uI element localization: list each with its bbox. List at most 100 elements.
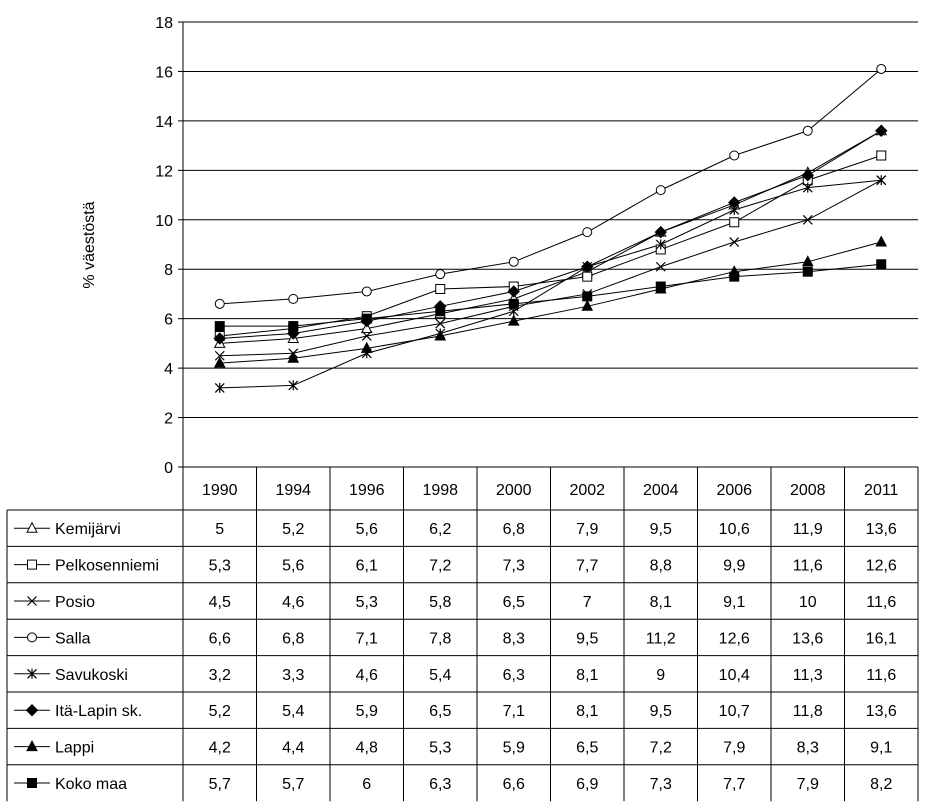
table-cell-savukoski-2004: 9 bbox=[656, 667, 665, 684]
table-cell-posio-1994: 4,6 bbox=[282, 594, 304, 611]
point-itä-lapin-sk-2004 bbox=[654, 225, 667, 239]
y-tick-label-10: 10 bbox=[155, 213, 173, 230]
x-tick-label-2000: 2000 bbox=[496, 482, 532, 499]
point-savukoski-2008 bbox=[802, 182, 813, 193]
y-axis-label: % väestöstä bbox=[81, 201, 98, 288]
x-tick-label-1998: 1998 bbox=[422, 482, 458, 499]
point-itä-lapin-sk-2002 bbox=[581, 260, 594, 273]
table-cell-salla-2000: 8,3 bbox=[503, 630, 525, 647]
point-salla-2002 bbox=[582, 227, 593, 238]
point-lappi-2008 bbox=[801, 255, 814, 267]
table-cell-pelkosenniemi-1996: 6,1 bbox=[356, 558, 378, 575]
point-itä-lapin-sk-2008 bbox=[801, 169, 814, 182]
series-line-lappi bbox=[219, 241, 882, 364]
gridlines bbox=[183, 21, 918, 419]
table-cell-itä-lapin-sk-2008: 11,8 bbox=[793, 703, 823, 720]
table-cell-kemijärvi-2004: 9,5 bbox=[650, 521, 672, 538]
table-cell-pelkosenniemi-2006: 9,9 bbox=[723, 558, 745, 575]
table-cell-lappi-2004: 7,2 bbox=[650, 740, 672, 757]
x-tick-label-2002: 2002 bbox=[569, 482, 605, 499]
x-tick-label-2004: 2004 bbox=[643, 482, 679, 499]
table-cell-itä-lapin-sk-2000: 7,1 bbox=[503, 703, 525, 720]
table-cell-koko-maa-1990: 5,7 bbox=[209, 776, 231, 793]
point-lappi-1998 bbox=[434, 329, 447, 341]
point-pelkosenniemi-2011 bbox=[876, 150, 887, 161]
table-cell-lappi-1990: 4,2 bbox=[209, 740, 231, 757]
table-cell-savukoski-2006: 10,4 bbox=[719, 667, 750, 684]
y-tick-label-16: 16 bbox=[155, 64, 173, 81]
point-koko-maa-2011 bbox=[876, 259, 887, 270]
table-cell-salla-1990: 6,6 bbox=[209, 630, 231, 647]
table-cell-savukoski-1996: 4,6 bbox=[356, 667, 378, 684]
table-cell-savukoski-1998: 5,4 bbox=[429, 667, 451, 684]
series-lines bbox=[219, 68, 882, 389]
table-cell-kemijärvi-2006: 10,6 bbox=[719, 521, 750, 538]
series-line-salla bbox=[219, 68, 882, 305]
y-tick-label-8: 8 bbox=[164, 262, 173, 279]
point-lappi-2000 bbox=[507, 314, 520, 326]
point-koko-maa-1994 bbox=[288, 321, 299, 332]
table-cell-koko-maa-2000: 6,6 bbox=[503, 776, 525, 793]
point-pelkosenniemi-1998 bbox=[435, 284, 446, 294]
point-lappi-2011 bbox=[875, 235, 888, 247]
table-cell-savukoski-2000: 6,3 bbox=[503, 667, 525, 684]
table-cell-pelkosenniemi-1998: 7,2 bbox=[429, 558, 451, 575]
axes: 0 2 4 6 8 10 12 14 16 18 bbox=[155, 15, 918, 477]
x-tick-label-1994: 1994 bbox=[275, 482, 311, 499]
x-tick-label-2006: 2006 bbox=[716, 482, 752, 499]
point-koko-maa-2008 bbox=[802, 266, 813, 277]
table-cell-pelkosenniemi-1990: 5,3 bbox=[209, 558, 231, 575]
point-salla-2004 bbox=[655, 185, 666, 196]
series-line-savukoski bbox=[219, 179, 882, 389]
table-cell-savukoski-2002: 8,1 bbox=[576, 667, 598, 684]
point-posio-1998 bbox=[435, 318, 446, 329]
table-cell-salla-2004: 11,2 bbox=[646, 630, 676, 647]
legend-marker-pelkosenniemi bbox=[27, 559, 37, 570]
point-salla-1996 bbox=[361, 286, 372, 297]
point-koko-maa-1998 bbox=[435, 306, 446, 317]
table-cell-pelkosenniemi-2002: 7,7 bbox=[576, 558, 598, 575]
series-line-itä-lapin-sk bbox=[219, 130, 882, 339]
legend-label-salla: Salla bbox=[55, 630, 91, 647]
table-cell-itä-lapin-sk-1998: 6,5 bbox=[429, 703, 451, 720]
series-line-koko-maa bbox=[219, 263, 882, 327]
table-cell-itä-lapin-sk-2011: 13,6 bbox=[866, 703, 897, 720]
point-kemijärvi-1996 bbox=[360, 321, 373, 334]
table-cell-kemijärvi-1996: 5,6 bbox=[356, 521, 378, 538]
point-savukoski-2011 bbox=[876, 175, 887, 186]
point-posio-1996 bbox=[361, 331, 372, 341]
table-cell-koko-maa-2006: 7,7 bbox=[723, 776, 745, 793]
table-cell-lappi-2011: 9,1 bbox=[870, 740, 892, 757]
table-cell-lappi-1994: 4,4 bbox=[282, 740, 304, 757]
legend-marker-itä-lapin-sk bbox=[25, 703, 39, 717]
table-cell-posio-2000: 6,5 bbox=[503, 594, 525, 611]
table-cell-kemijärvi-2008: 11,9 bbox=[793, 521, 823, 538]
table-cell-koko-maa-2008: 7,9 bbox=[797, 776, 819, 793]
table-cell-pelkosenniemi-1994: 5,6 bbox=[282, 558, 304, 575]
table-cell-posio-2011: 11,6 bbox=[866, 594, 896, 611]
table-cell-posio-1996: 5,3 bbox=[356, 594, 378, 611]
point-salla-2000 bbox=[508, 256, 519, 267]
point-posio-2008 bbox=[802, 214, 813, 225]
point-koko-maa-2002 bbox=[582, 291, 593, 302]
table-cell-kemijärvi-2002: 7,9 bbox=[576, 521, 598, 538]
table-cell-itä-lapin-sk-1996: 5,9 bbox=[356, 703, 378, 720]
y-tick-label-14: 14 bbox=[155, 114, 173, 131]
table-cell-lappi-2000: 5,9 bbox=[503, 740, 525, 757]
point-salla-1998 bbox=[435, 269, 446, 280]
y-tick-label-2: 2 bbox=[164, 411, 173, 428]
table-cell-lappi-1998: 5,3 bbox=[429, 740, 451, 757]
table-cell-kemijärvi-1990: 5 bbox=[215, 521, 224, 538]
point-itä-lapin-sk-1990 bbox=[213, 332, 226, 345]
table-cell-itä-lapin-sk-1994: 5,4 bbox=[282, 703, 304, 720]
table-cell-lappi-1996: 4,8 bbox=[356, 740, 378, 757]
table-cell-salla-1998: 7,8 bbox=[429, 630, 451, 647]
point-salla-2011 bbox=[876, 63, 887, 74]
point-salla-1994 bbox=[288, 293, 299, 304]
point-salla-1990 bbox=[214, 298, 225, 309]
point-savukoski-2004 bbox=[655, 239, 666, 250]
point-lappi-1996 bbox=[360, 341, 373, 353]
table-cell-itä-lapin-sk-2006: 10,7 bbox=[719, 703, 750, 720]
data-table: 1990 1994 1996 1998 2000 2002 2004 2006 2008 2011… bbox=[6, 467, 919, 802]
